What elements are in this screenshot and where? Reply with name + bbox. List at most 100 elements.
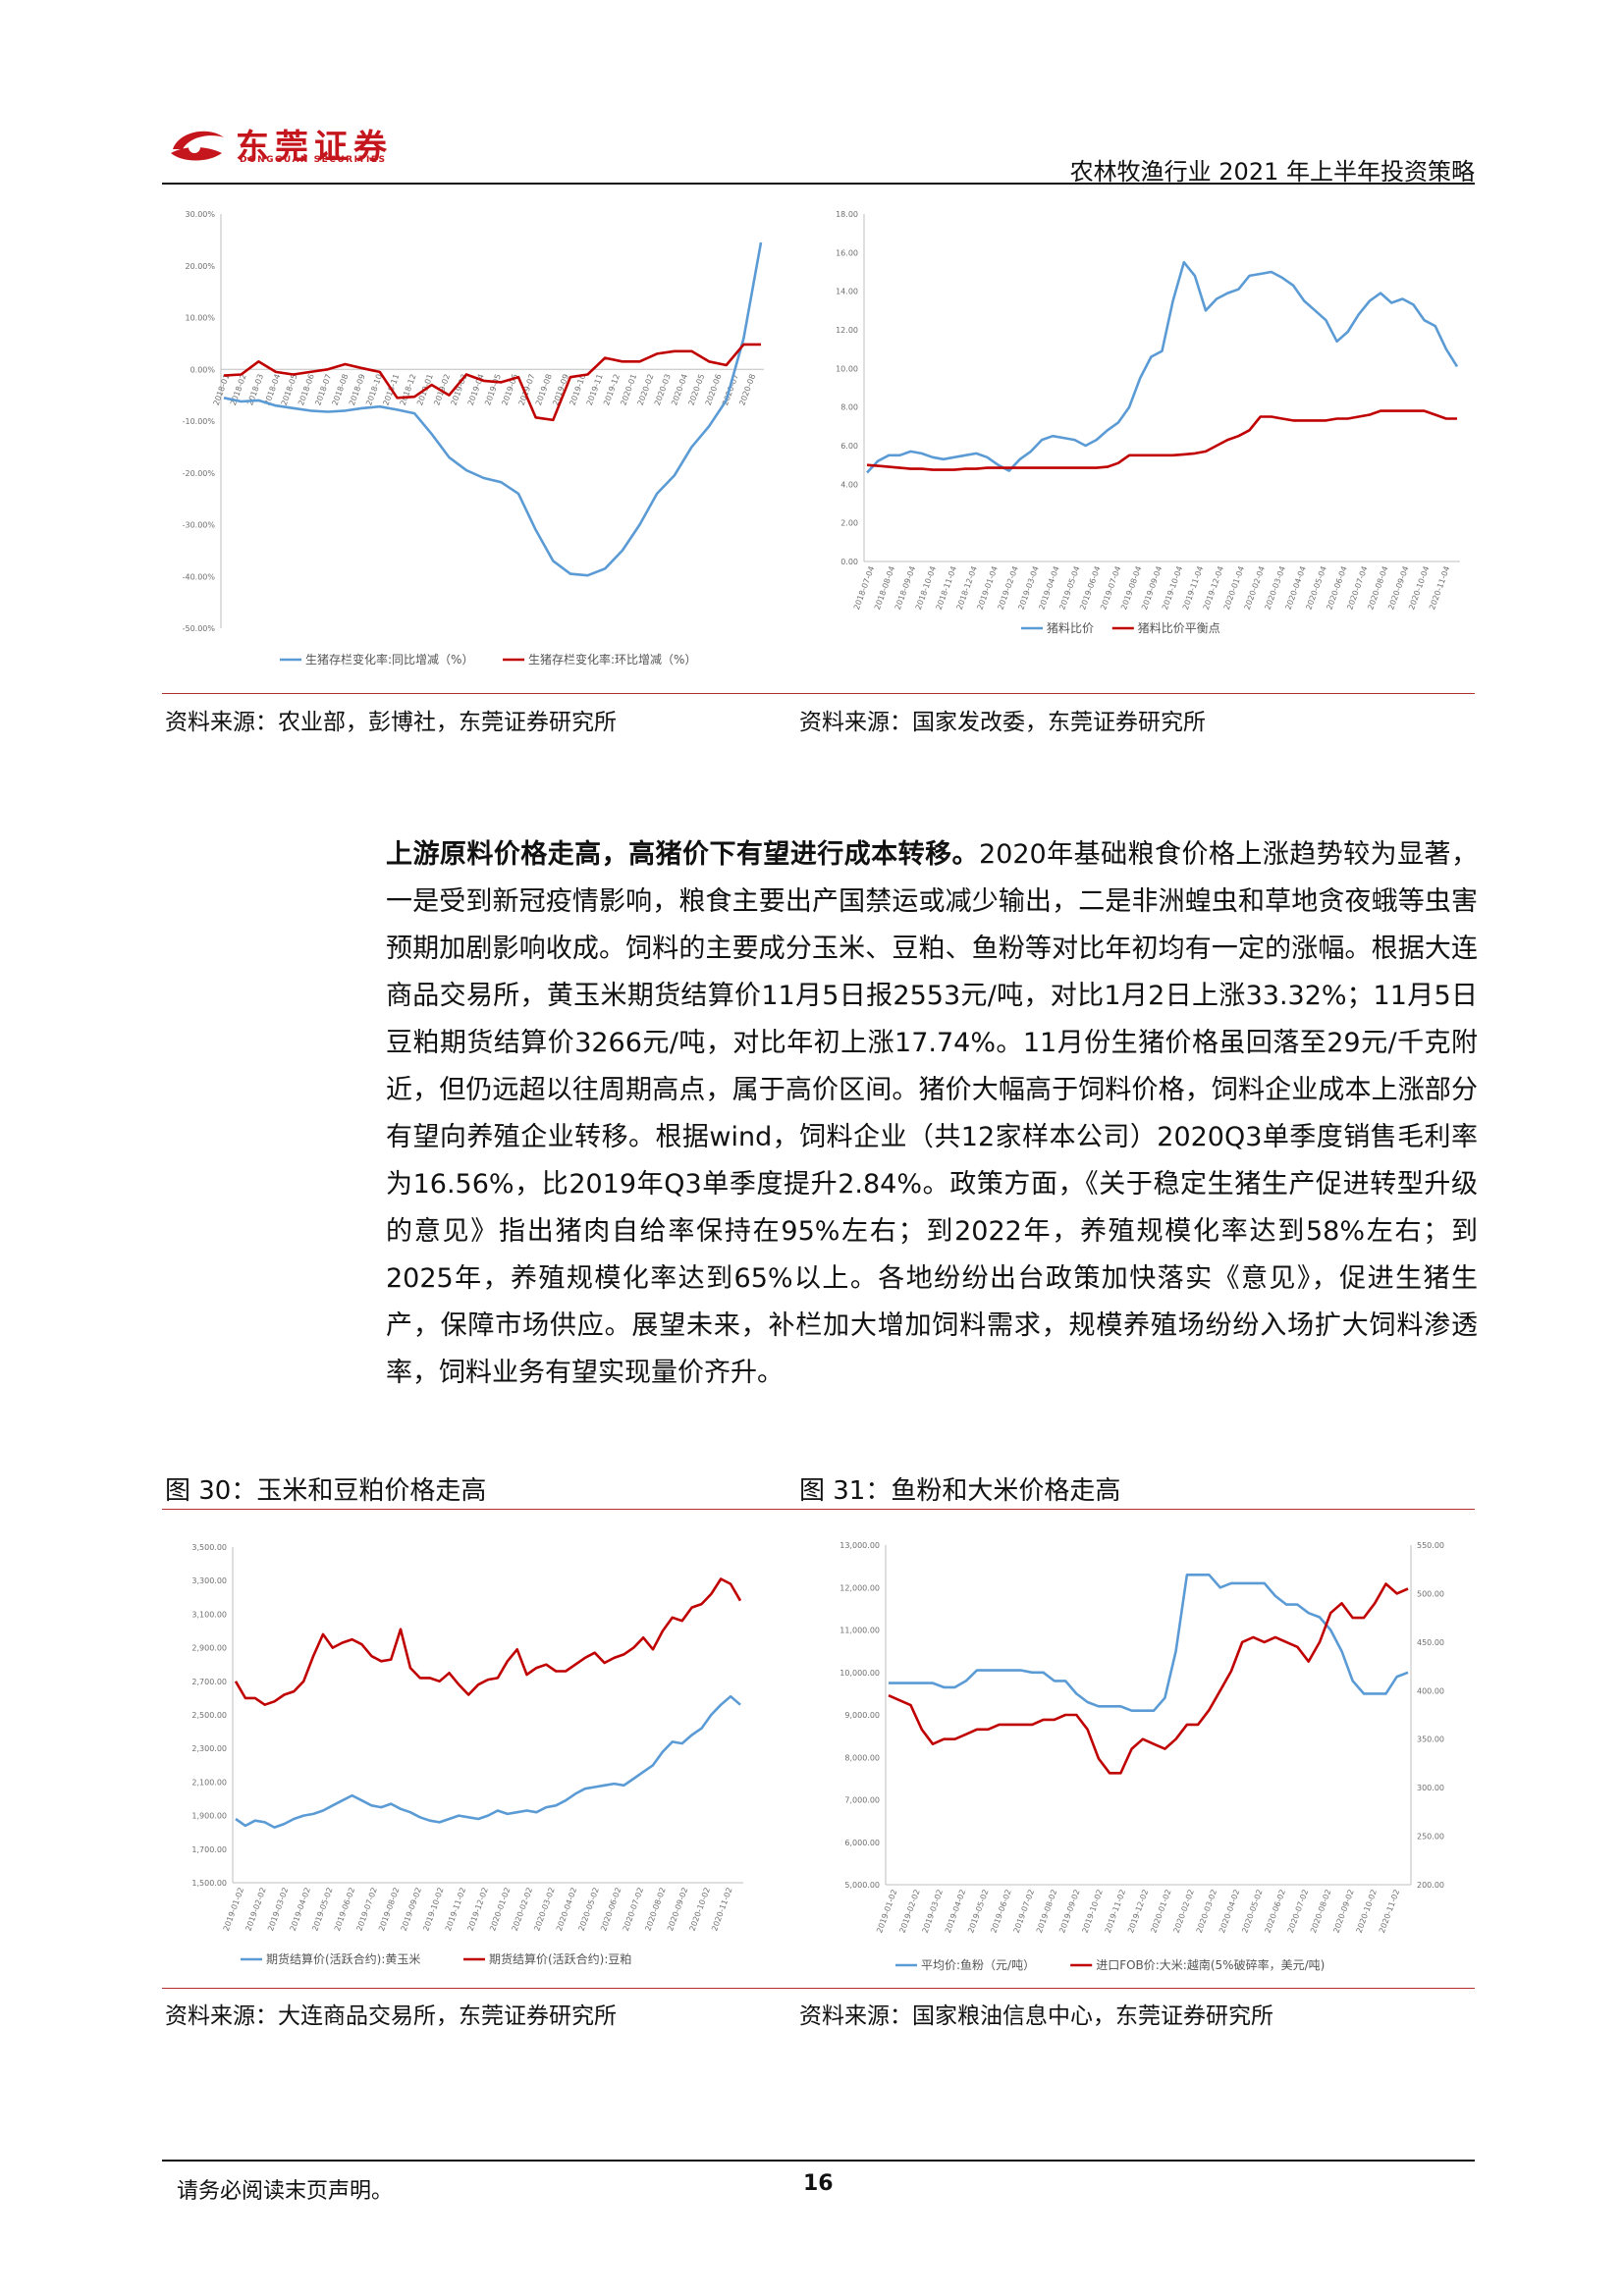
figure-31-title: 图 31：鱼粉和大米价格走高: [799, 1476, 1121, 1506]
x-tick-label: 2019-05: [483, 373, 503, 406]
x-tick-label: 2018-10-04: [914, 565, 938, 612]
y-tick-label: 3,500.00: [191, 1543, 227, 1552]
y-tick-label: 2,100.00: [191, 1778, 227, 1787]
x-tick-label: 2019-01-02: [222, 1887, 245, 1933]
y2-tick-label: 550.00: [1417, 1541, 1444, 1550]
x-tick-label: 2019-09-02: [400, 1887, 423, 1933]
x-tick-label: 2019-11-02: [444, 1887, 467, 1933]
y-tick-label: 18.00: [836, 210, 858, 219]
x-tick-label: 2019-07-04: [1099, 565, 1122, 612]
y-tick-label: -50.00%: [183, 624, 216, 633]
y2-tick-label: 200.00: [1417, 1881, 1444, 1890]
chart-legend: 猪料比价 猪料比价平衡点: [1021, 621, 1220, 635]
chart-fishmeal-rice-price: 13,000.00 12,000.00 11,000.00 10,000.00 9,00…: [839, 1541, 1444, 1972]
y-tick-label: 11,000.00: [839, 1627, 880, 1635]
x-tick-label: 2018-06: [297, 373, 316, 406]
x-tick-label: 2019-08: [534, 373, 554, 406]
x-tick-label: 2020-08-02: [643, 1887, 667, 1933]
company-logo-english: DONGGUAN SECURITIES: [240, 155, 387, 165]
legend-label-1: 进口FOB价:大米:越南(5%破碎率，美元/吨): [1096, 1957, 1325, 1972]
x-tick-label: 2020-02: [636, 373, 656, 406]
legend-label-1: 猪料比价平衡点: [1138, 621, 1220, 635]
x-tick-label: 2019-09-04: [1140, 565, 1164, 612]
x-tick-label: 2019-02-02: [244, 1887, 267, 1933]
legend-label-1: 生猪存栏变化率:环比增减（%）: [528, 652, 696, 667]
header-rule: [162, 183, 1475, 185]
x-tick-label: 2018-11-04: [935, 565, 958, 612]
x-tick-label: 2019-06-02: [333, 1887, 356, 1933]
x-tick-label: 2020-03-02: [1195, 1889, 1218, 1935]
legend-label-1: 期货结算价(活跃合约):豆粕: [489, 1951, 631, 1966]
x-tick-label: 2020-10-04: [1407, 565, 1431, 612]
x-tick-label: 2019-12-04: [1202, 565, 1225, 612]
x-tick-label: 2019-04-02: [289, 1887, 312, 1933]
company-logo-mark: [169, 124, 226, 163]
x-tick-label: 2020-08-04: [1366, 565, 1389, 612]
x-tick-label: 2020-01-02: [1149, 1889, 1172, 1935]
x-tick-label: 2020-07-02: [1286, 1889, 1310, 1935]
y-tick-label: 2,300.00: [191, 1744, 227, 1753]
x-tick-label: 2019-08-02: [1035, 1889, 1058, 1935]
x-tick-label: 2020-05-02: [1240, 1889, 1264, 1935]
y-tick-label: 5,000.00: [844, 1881, 880, 1890]
x-tick-label: 2020-08: [737, 373, 757, 406]
x-tick-label: 2018-12: [399, 373, 418, 406]
x-tick-label: 2020-07-04: [1345, 565, 1369, 612]
series-line-1: [888, 1582, 1409, 1775]
x-tick-label: 2020-10-02: [688, 1887, 712, 1933]
legend-label-0: 平均价:鱼粉（元/吨）: [921, 1958, 1035, 1972]
x-tick-label: 2020-09-02: [666, 1887, 689, 1933]
y-tick-label: 20.00%: [185, 262, 215, 271]
y-tick-label: 4.00: [840, 480, 858, 489]
x-tick-label: 2019-03-02: [266, 1887, 290, 1933]
x-tick-label: 2018-08: [331, 373, 351, 406]
x-tick-label: 2018-08-04: [873, 565, 896, 612]
source-note-right: 资料来源：国家粮油信息中心，东莞证券研究所: [799, 2003, 1273, 2029]
series-line-0: [223, 241, 763, 577]
x-tick-label: 2020-02-02: [511, 1887, 534, 1933]
y-tick-label: -30.00%: [183, 521, 216, 530]
x-tick-label: 2020-09-04: [1386, 565, 1410, 612]
x-tick-label: 2019-03-02: [921, 1889, 945, 1935]
x-tick-label: 2019-05-02: [310, 1887, 334, 1933]
x-tick-label: 2020-04-02: [1218, 1889, 1241, 1935]
y-tick-label: 0.00%: [190, 365, 216, 374]
y-tick-label: -40.00%: [183, 572, 216, 581]
x-tick-label: 2018-12-04: [955, 565, 979, 612]
y2-tick-label: 500.00: [1417, 1589, 1444, 1598]
paragraph-text: 2020年基础粮食价格上涨趋势较为显著，一是受到新冠疫情影响，粮食主要出产国禁运…: [386, 839, 1479, 1388]
x-tick-label: 2019-08-04: [1119, 565, 1143, 612]
y-tick-label: 1,500.00: [191, 1879, 227, 1888]
y2-tick-label: 300.00: [1417, 1784, 1444, 1792]
y-tick-label: 6.00: [840, 442, 858, 451]
chart-corn-soymeal-price: 3,500.00 3,300.00 3,100.00 2,900.00 2,700.00…: [191, 1543, 743, 1966]
y-tick-label: 1,900.00: [191, 1812, 227, 1821]
y-tick-label: 2,500.00: [191, 1711, 227, 1720]
x-tick-label: 2019-03-04: [1016, 565, 1040, 612]
figure-30-title: 图 30：玉米和豆粕价格走高: [165, 1476, 487, 1506]
y-tick-label: -20.00%: [183, 469, 216, 478]
x-tick-label: 2018-01: [212, 373, 232, 406]
chart-hog-feed-price-ratio: 18.00 16.00 14.00 12.00 10.00 8.00 6.00 4.00 2.0…: [836, 210, 1460, 635]
source-note-left: 资料来源：农业部，彭博社，东莞证券研究所: [165, 710, 617, 735]
y-tick-label: 14.00: [836, 288, 858, 296]
x-tick-label: 2020-05-02: [577, 1887, 601, 1933]
y2-tick-label: 250.00: [1417, 1833, 1444, 1842]
chart-hog-inventory-change: 30.00% 20.00% 10.00% 0.00% -10.00% -20.00% -30…: [183, 210, 764, 667]
x-tick-label: 2019-07-02: [1012, 1889, 1036, 1935]
series-line-0: [235, 1694, 741, 1829]
y-tick-label: 1,700.00: [191, 1845, 227, 1854]
figure-rule: [162, 1988, 1475, 1989]
x-tick-label: 2020-11-02: [710, 1887, 733, 1933]
x-tick-label: 2020-01-04: [1222, 565, 1246, 612]
x-tick-label: 2018-09-04: [893, 565, 917, 612]
x-tick-label: 2019-04-02: [944, 1889, 967, 1935]
company-logo-text: 东莞证券: [236, 128, 393, 167]
x-tick-label: 2019-11-02: [1104, 1889, 1127, 1935]
y-tick-label: 0.00: [840, 558, 858, 566]
x-tick-label: 2019-11-04: [1181, 565, 1205, 612]
y2-tick-label: 350.00: [1417, 1735, 1444, 1744]
x-tick-label: 2020-10-02: [1355, 1889, 1379, 1935]
y-tick-label: 8.00: [840, 403, 858, 412]
x-tick-label: 2020-04-02: [555, 1887, 578, 1933]
